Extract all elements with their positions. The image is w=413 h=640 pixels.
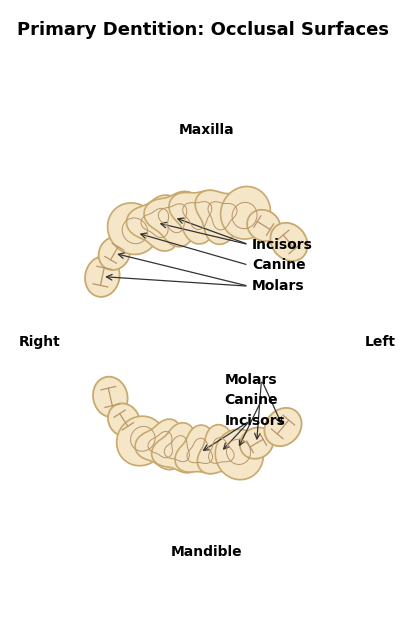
Polygon shape — [116, 416, 165, 466]
Polygon shape — [215, 429, 263, 479]
Polygon shape — [135, 419, 182, 470]
Text: Canine: Canine — [224, 393, 278, 407]
Polygon shape — [126, 195, 179, 251]
Polygon shape — [197, 425, 246, 474]
Text: Molars: Molars — [224, 372, 276, 387]
Polygon shape — [169, 191, 224, 244]
Text: Left: Left — [364, 335, 395, 349]
Text: Incisors: Incisors — [251, 237, 312, 252]
Polygon shape — [195, 190, 250, 244]
Ellipse shape — [247, 210, 280, 241]
Polygon shape — [144, 191, 198, 247]
Ellipse shape — [98, 237, 130, 270]
Polygon shape — [107, 203, 158, 255]
Ellipse shape — [85, 256, 119, 297]
Text: Primary Dentition: Occlusal Surfaces: Primary Dentition: Occlusal Surfaces — [17, 21, 388, 39]
Ellipse shape — [93, 377, 127, 417]
Text: Molars: Molars — [251, 279, 304, 293]
Ellipse shape — [270, 223, 307, 261]
Ellipse shape — [264, 408, 301, 446]
Ellipse shape — [240, 428, 273, 459]
Polygon shape — [151, 423, 199, 473]
Text: Maxilla: Maxilla — [179, 123, 234, 137]
Polygon shape — [220, 186, 270, 239]
Text: Mandible: Mandible — [171, 545, 242, 559]
Ellipse shape — [108, 403, 139, 436]
Text: Right: Right — [18, 335, 60, 349]
Polygon shape — [175, 425, 223, 474]
Text: Canine: Canine — [251, 258, 305, 272]
Text: Incisors: Incisors — [224, 414, 285, 428]
